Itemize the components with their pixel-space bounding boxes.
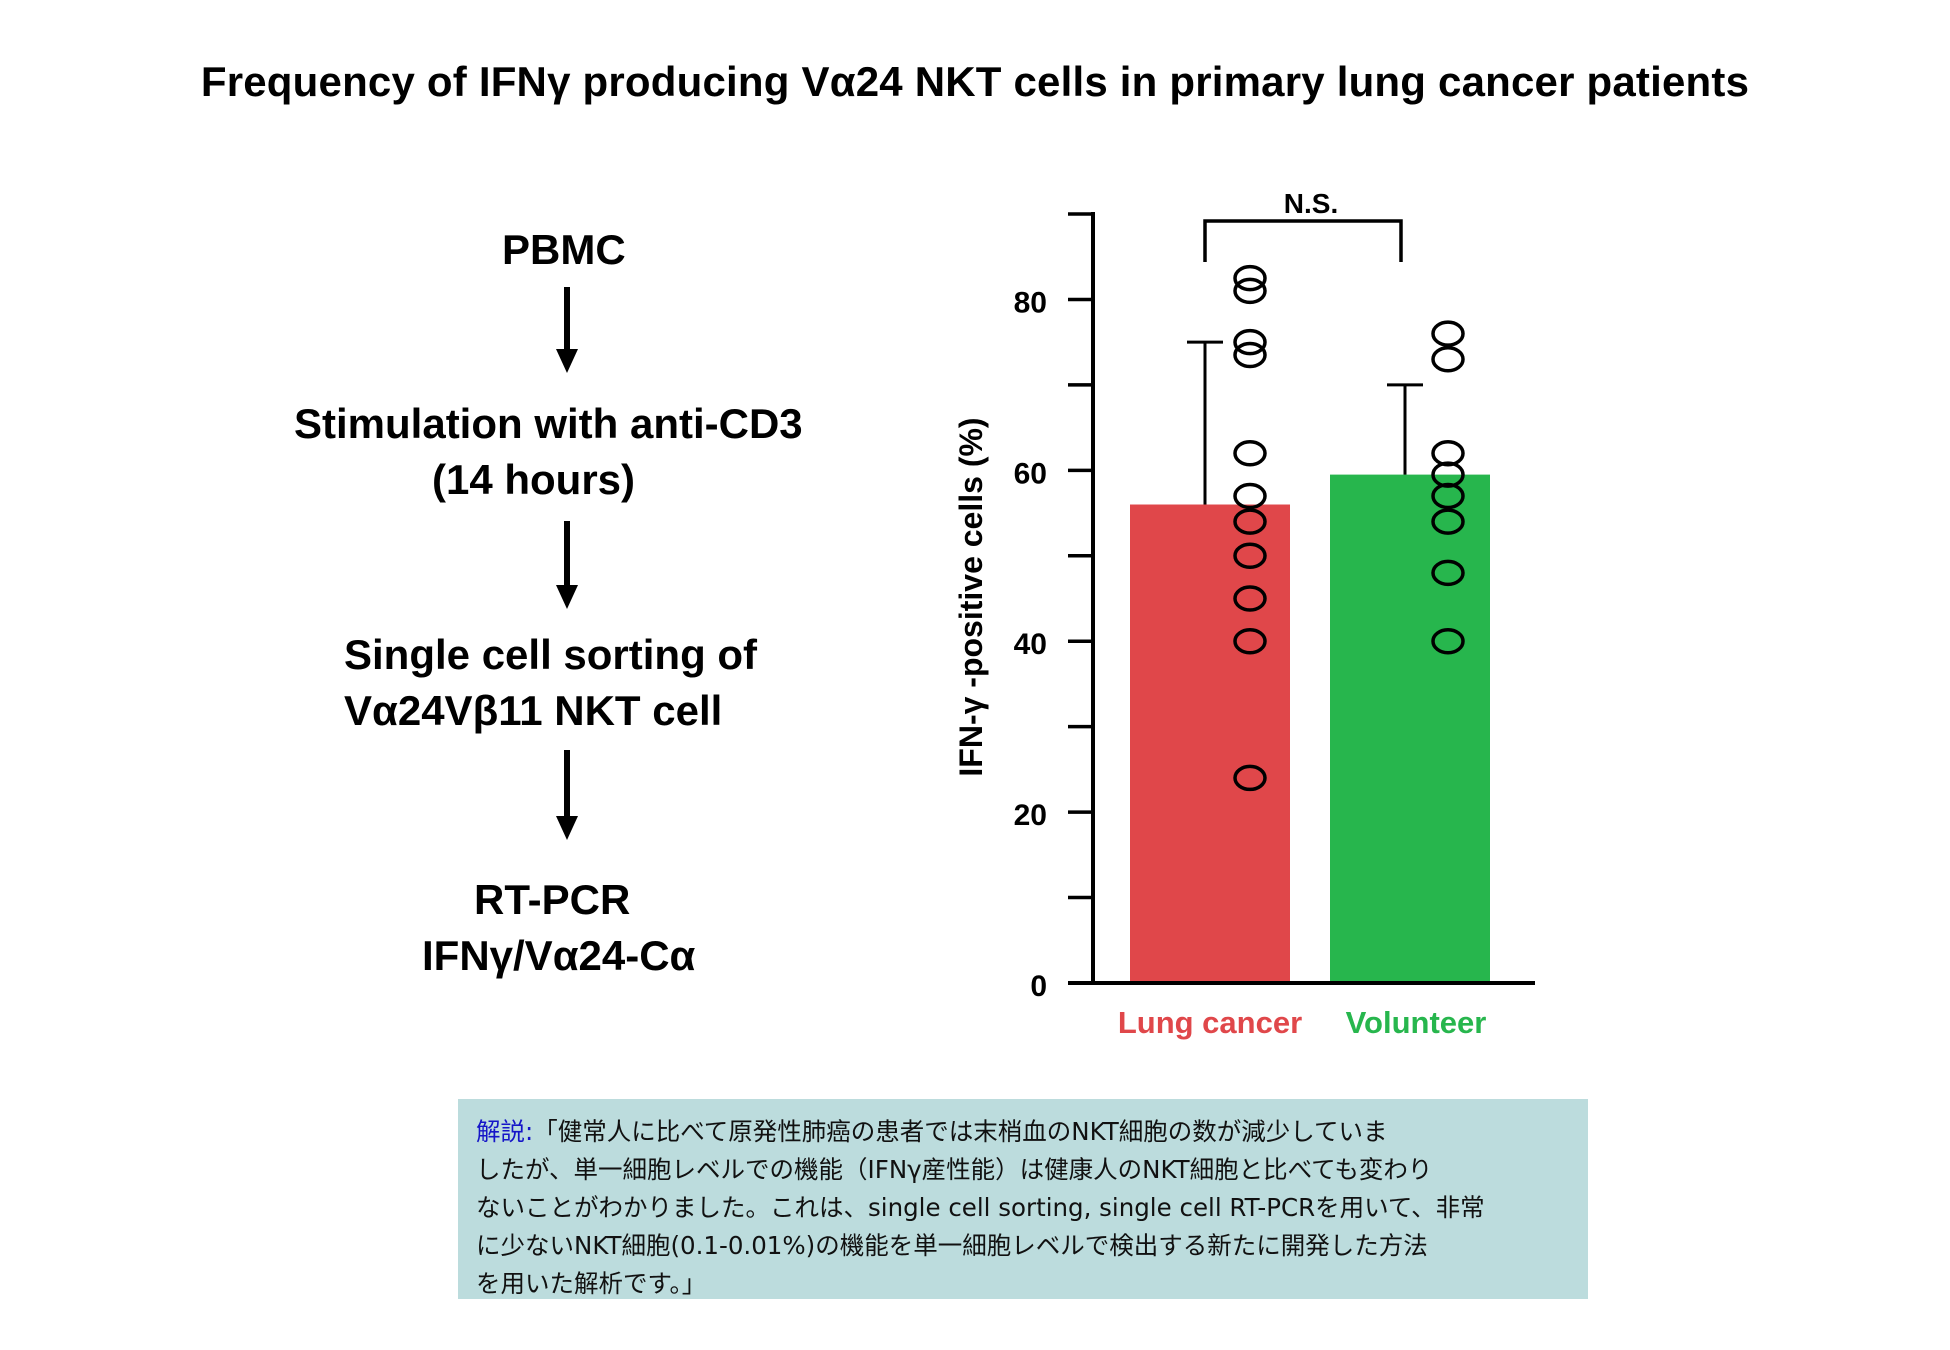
data-point-0-10 — [1233, 764, 1267, 792]
note-line-1-text: 「健常人に比べて原発性肺癌の患者では末梢血のNKT細胞の数が減少していま — [533, 1117, 1388, 1146]
data-point-0-2 — [1233, 328, 1267, 356]
x-category-label-1: Volunteer — [1346, 1005, 1487, 1040]
y-tick-label-40: 40 — [1014, 628, 1047, 661]
data-point-0-6 — [1233, 508, 1267, 535]
data-point-0-8 — [1233, 585, 1267, 612]
data-point-0-4 — [1233, 439, 1267, 467]
flow-step-rtpcr-target: IFNγ/Vα24-Cα — [422, 932, 696, 979]
y-tick-label-80: 80 — [1014, 286, 1047, 319]
data-point-0-5 — [1233, 482, 1267, 510]
y-tick-label-20: 20 — [1014, 799, 1047, 832]
data-point-1-0 — [1431, 320, 1465, 347]
note-line-3: ないことがわかりました。これは、single cell sorting, sin… — [476, 1193, 1485, 1222]
note-lead: 解説: — [476, 1117, 534, 1146]
y-tick-label-0: 0 — [1030, 970, 1047, 1003]
data-point-1-6 — [1431, 559, 1465, 587]
significance-label: N.S. — [1284, 188, 1338, 219]
flow-arrow-3 — [556, 750, 578, 840]
bar-volunteer — [1330, 474, 1490, 981]
y-tick-label-60: 60 — [1014, 457, 1047, 490]
flow-step-stimulation-duration: (14 hours) — [432, 456, 636, 503]
explanation-note: 解説:「健常人に比べて原発性肺癌の患者では末梢血のNKT細胞の数が減少していま … — [458, 1099, 1588, 1299]
note-line-5: を用いた解析です。」 — [476, 1269, 707, 1298]
flow-step-pbmc: PBMC — [502, 226, 626, 273]
data-point-1-2 — [1431, 439, 1465, 467]
figure-title: Frequency of IFNγ producing Vα24 NKT cel… — [200, 58, 1750, 105]
data-point-0-9 — [1233, 627, 1267, 655]
data-point-0-3 — [1233, 341, 1267, 369]
flow-arrow-2 — [556, 521, 578, 609]
data-point-0-0 — [1233, 264, 1267, 292]
data-point-1-5 — [1431, 508, 1465, 535]
significance-bracket — [1203, 219, 1403, 262]
data-point-1-1 — [1431, 346, 1465, 373]
note-line-2: したが、単一細胞レベルでの機能（IFNγ産性能）は健康人のNKT細胞と比べても変… — [476, 1155, 1433, 1184]
x-category-label-0: Lung cancer — [1118, 1005, 1302, 1040]
flow-step-stimulation: Stimulation with anti-CD3 — [294, 400, 803, 447]
bar-chart: 0 20 40 60 80 IFN-γ -positive cells (%) Lung … — [953, 188, 1535, 1040]
note-line-1: 解説:「健常人に比べて原発性肺癌の患者では末梢血のNKT細胞の数が減少していま — [476, 1113, 1570, 1151]
note-line-4: に少ないNKT細胞(0.1-0.01%)の機能を単一細胞レベルで検出する新たに開… — [476, 1231, 1428, 1260]
data-point-0-1 — [1233, 277, 1267, 305]
data-point-0-7 — [1233, 542, 1267, 570]
flow-step-sorting: Single cell sorting of — [344, 631, 758, 678]
data-point-1-7 — [1431, 627, 1465, 655]
data-point-1-4 — [1431, 482, 1465, 510]
bar-lung-cancer — [1130, 504, 1290, 981]
flow-step-rtpcr: RT-PCR — [474, 876, 631, 923]
flow-arrow-1 — [556, 287, 578, 373]
y-axis-label: IFN-γ -positive cells (%) — [953, 417, 989, 776]
flow-step-sorting-target: Vα24Vβ11 NKT cell — [344, 687, 723, 734]
